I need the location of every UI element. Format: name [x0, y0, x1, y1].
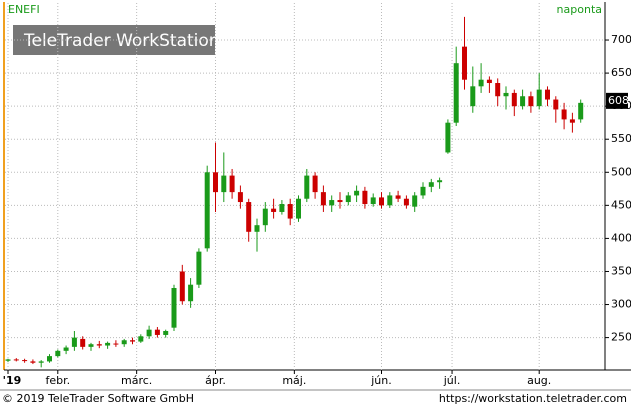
y-tick-label: 300	[611, 298, 631, 311]
candle-body	[445, 122, 451, 153]
candle-body	[213, 172, 218, 193]
candle-body	[520, 96, 526, 107]
candle-body	[30, 361, 36, 363]
candle-body	[462, 46, 467, 80]
candle-body	[13, 359, 19, 361]
x-tick-label: júl.	[443, 374, 461, 387]
candle-body	[478, 79, 484, 87]
candle-body	[511, 92, 517, 107]
symbol: ENEFI	[8, 3, 40, 16]
candle-body	[171, 288, 177, 328]
candle-body	[470, 86, 476, 107]
candle-body	[304, 175, 310, 199]
candle-body	[329, 200, 335, 206]
x-tick-label: jún.	[370, 374, 392, 387]
candle-body	[229, 175, 235, 193]
candle-body	[545, 89, 550, 100]
y-tick-label: 500	[611, 165, 631, 178]
candle-body	[553, 99, 559, 110]
candle-body	[536, 89, 542, 107]
candle-body	[96, 344, 102, 346]
candle-body	[379, 197, 384, 206]
watermark: TeleTrader WorkStation	[23, 31, 220, 51]
candle-body	[271, 208, 277, 212]
candle-body	[154, 329, 160, 335]
candle-body	[55, 350, 61, 357]
x-tick-label: '19	[3, 374, 22, 387]
candle-body	[179, 271, 185, 302]
candle-body	[188, 284, 194, 302]
candle-body	[279, 204, 285, 212]
candle-body	[113, 343, 119, 345]
candle-body	[486, 79, 492, 84]
candle-body	[163, 330, 169, 335]
candle-body	[420, 186, 426, 196]
x-tick-label: ápr.	[205, 374, 226, 387]
candle-body	[130, 340, 135, 342]
candle-body	[503, 92, 509, 97]
candle-body	[38, 361, 44, 363]
candle-body	[561, 109, 567, 120]
candle-body	[312, 175, 318, 193]
candle-body	[337, 200, 343, 203]
candle-body	[354, 190, 360, 196]
candle-body	[204, 172, 210, 249]
y-tick-label: 350	[611, 264, 631, 277]
x-tick-label: febr.	[45, 374, 70, 387]
candle-body	[63, 347, 69, 351]
candle-body	[320, 192, 326, 206]
candle-body	[437, 180, 443, 183]
y-tick-label: 400	[611, 231, 631, 244]
candle-body	[345, 195, 351, 203]
candle-body	[121, 340, 127, 345]
candle-body	[528, 96, 534, 107]
candle-body	[88, 344, 94, 347]
y-tick-label: 450	[611, 198, 631, 211]
candle-body	[105, 342, 111, 346]
candle-body	[287, 204, 293, 219]
candle-body	[453, 63, 459, 123]
candle-body	[71, 337, 77, 347]
candle-body	[412, 195, 418, 207]
y-tick-label: 250	[611, 331, 631, 344]
candle-body	[254, 225, 260, 232]
candle-body	[146, 329, 152, 337]
candle-body	[47, 356, 52, 362]
y-tick-label: 650	[611, 66, 631, 79]
interval: naponta	[557, 3, 602, 16]
candle-body	[262, 208, 268, 226]
candle-body	[237, 192, 243, 203]
candle-body	[395, 195, 401, 199]
candle-body	[403, 198, 409, 206]
y-tick-label: 700	[611, 33, 631, 46]
candle-body	[428, 182, 434, 187]
copyright: © 2019 TeleTrader Software GmbH	[2, 392, 194, 405]
url: https://workstation.teletrader.com	[439, 392, 627, 405]
candle-body	[569, 119, 575, 123]
candle-body	[370, 197, 376, 205]
y-tick-label: 550	[611, 132, 631, 145]
last-price-label: 608	[608, 94, 629, 107]
candle-body	[495, 83, 501, 97]
candle-body	[221, 175, 227, 193]
x-tick-label: márc.	[121, 374, 152, 387]
x-tick-label: aug.	[527, 374, 551, 387]
candle-body	[296, 198, 301, 219]
candle-body	[22, 360, 28, 362]
last-price-box	[606, 92, 628, 109]
candle-body	[362, 190, 368, 205]
x-tick-label: máj.	[282, 374, 306, 387]
candle-body	[246, 202, 252, 232]
candle-body	[80, 338, 86, 347]
candle-body	[387, 195, 393, 206]
candle-body	[578, 102, 584, 120]
candle-body	[138, 336, 144, 342]
candle-body	[5, 359, 11, 361]
candle-body	[196, 251, 202, 285]
